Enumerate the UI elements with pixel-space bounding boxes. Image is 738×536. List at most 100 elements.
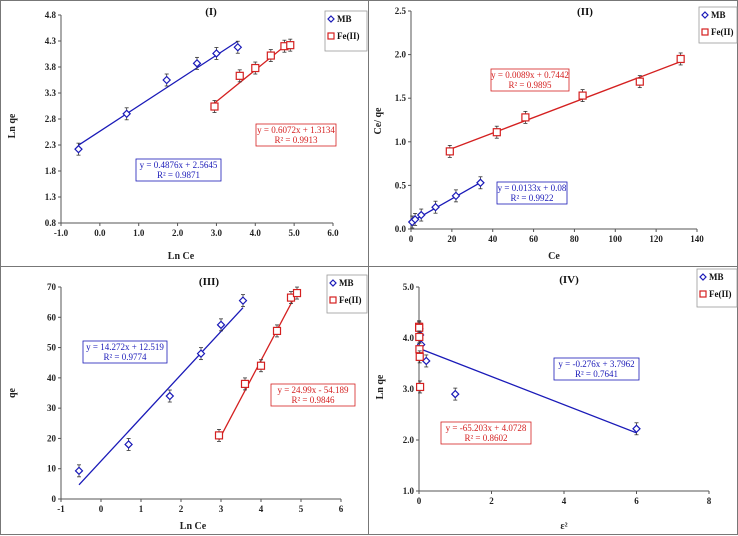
equation-label: y = 14.272x + 12.519 [86,342,164,352]
y-tick-label: 0 [52,494,57,504]
point-fe [415,332,424,342]
y-tick-label: 0.5 [395,180,407,190]
legend-label: MB [339,278,354,288]
y-tick-label: 40 [47,373,57,383]
equation-label: y = 0.4876x + 2.5645 [140,160,218,170]
equation-box [255,123,337,147]
legend-box [324,10,368,52]
x-tick-label: 20 [447,234,457,244]
point-fe [676,54,685,64]
equation-box [553,357,640,381]
equation-label: y = 0.6072x + 1.3134 [257,125,335,135]
y-tick-label: 2.3 [45,140,57,150]
r2-label: R² = 0.7641 [575,369,618,379]
x-tick-label: -1 [57,504,65,514]
point-fe [251,63,260,73]
chart-title: (IV) [559,274,579,286]
point-mb [74,466,84,476]
x-tick-label: 1.0 [133,228,145,238]
r2-label: R² = 0.9846 [291,395,335,405]
point-fe [445,147,454,156]
y-tick-label: 2.0 [403,435,415,445]
y-axis-label: Ce/ qe [373,107,384,135]
r2-label: R² = 0.9871 [157,170,200,180]
point-fe [266,51,275,60]
point-mb [416,210,426,220]
legend-label: MB [709,272,724,282]
point-fe [415,382,425,392]
y-tick-label: 2.0 [395,50,407,60]
y-tick-label: 20 [47,433,57,443]
y-tick-label: 30 [47,403,57,413]
x-tick-label: 1 [139,504,144,514]
y-tick-label: 5.0 [403,282,415,292]
y-tick-label: 10 [47,464,57,474]
point-fe [235,71,244,80]
equation-label: y = 0.0089x + 0.7442 [491,70,569,80]
point-mb [450,389,460,399]
r2-label: R² = 0.9922 [510,193,553,203]
chart-iv: 0 2 4 6 8 1.0 2.0 3.0 4.0 5.0 (IV) ε² Ln qe MB Fe(II) y… [375,268,738,532]
y-tick-label: 70 [47,282,57,292]
equation-box [496,181,568,205]
y-tick-label: 0.0 [395,224,407,234]
fit-line-fe [449,61,681,150]
y-tick-label: 3.3 [45,88,57,98]
x-tick-label: 80 [570,234,580,244]
point-mb [216,320,226,330]
x-tick-label: 8 [707,496,712,506]
legend-marker-mb [701,11,709,19]
x-tick-label: 4 [562,496,567,506]
x-tick-label: 3 [219,504,224,514]
point-mb [122,109,132,119]
x-tick-label: 140 [690,234,704,244]
y-tick-label: 3.8 [45,62,57,72]
x-tick-label: 40 [488,234,498,244]
y-tick-label: 1.3 [45,192,57,202]
point-mb [421,356,431,366]
point-mb [192,59,202,68]
equation-box [270,383,356,407]
point-fe [256,361,266,370]
point-mb [431,202,440,212]
y-tick-label: 60 [47,312,57,322]
chart-i: -1.0 0.0 1.0 2.0 3.0 4.0 5.0 6.0 0.8 1.3 1.8 2.3 2.8… [7,6,368,262]
y-tick-label: 1.0 [395,137,407,147]
point-fe [578,91,587,100]
point-mb [124,440,133,449]
x-tick-label: 120 [649,234,663,244]
panel-iii: -1 0 1 2 3 4 5 6 0 10 20 30 40 50 60 70 (III) Ln Ce qe MB Fe… [0,266,369,535]
legend-marker-fe [329,296,337,304]
x-tick-label: 3.0 [211,228,223,238]
point-mb [476,178,485,188]
point-fe [210,102,219,111]
y-tick-label: 1.0 [403,486,415,496]
x-tick-label: 5 [299,504,304,514]
point-fe [492,128,501,137]
y-tick-label: 4.8 [45,10,57,20]
equation-label: y = 24.99x - 54.189 [277,385,349,395]
x-axis-label: ε² [560,521,567,532]
x-tick-label: 2.0 [172,228,184,238]
point-fe [240,379,250,389]
panel-i: -1.0 0.0 1.0 2.0 3.0 4.0 5.0 6.0 0.8 1.3 1.8 2.3 2.8… [0,0,369,267]
equation-label: y = -65.203x + 4.0728 [446,423,527,433]
fit-line-mb [418,347,637,434]
y-tick-label: 0.8 [45,218,57,228]
fit-line-fe [214,41,291,104]
point-fe [521,113,530,122]
legend-marker-mb [327,15,335,23]
x-tick-label: 100 [609,234,623,244]
point-fe [292,288,302,298]
equation-box [440,421,532,445]
legend-marker-fe [701,28,709,36]
chart-ii: 0 20 40 60 80 100 120 140 0.0 0.5 1.0 1.5 2.0 2.5 (II)… [373,6,738,262]
point-mb [74,144,83,154]
x-tick-label: 2 [179,504,184,514]
equation-box [490,68,570,92]
point-mb [238,296,248,305]
legend-label: MB [337,14,352,24]
x-tick-label: 4.0 [250,228,262,238]
y-tick-label: 1.5 [395,93,407,103]
